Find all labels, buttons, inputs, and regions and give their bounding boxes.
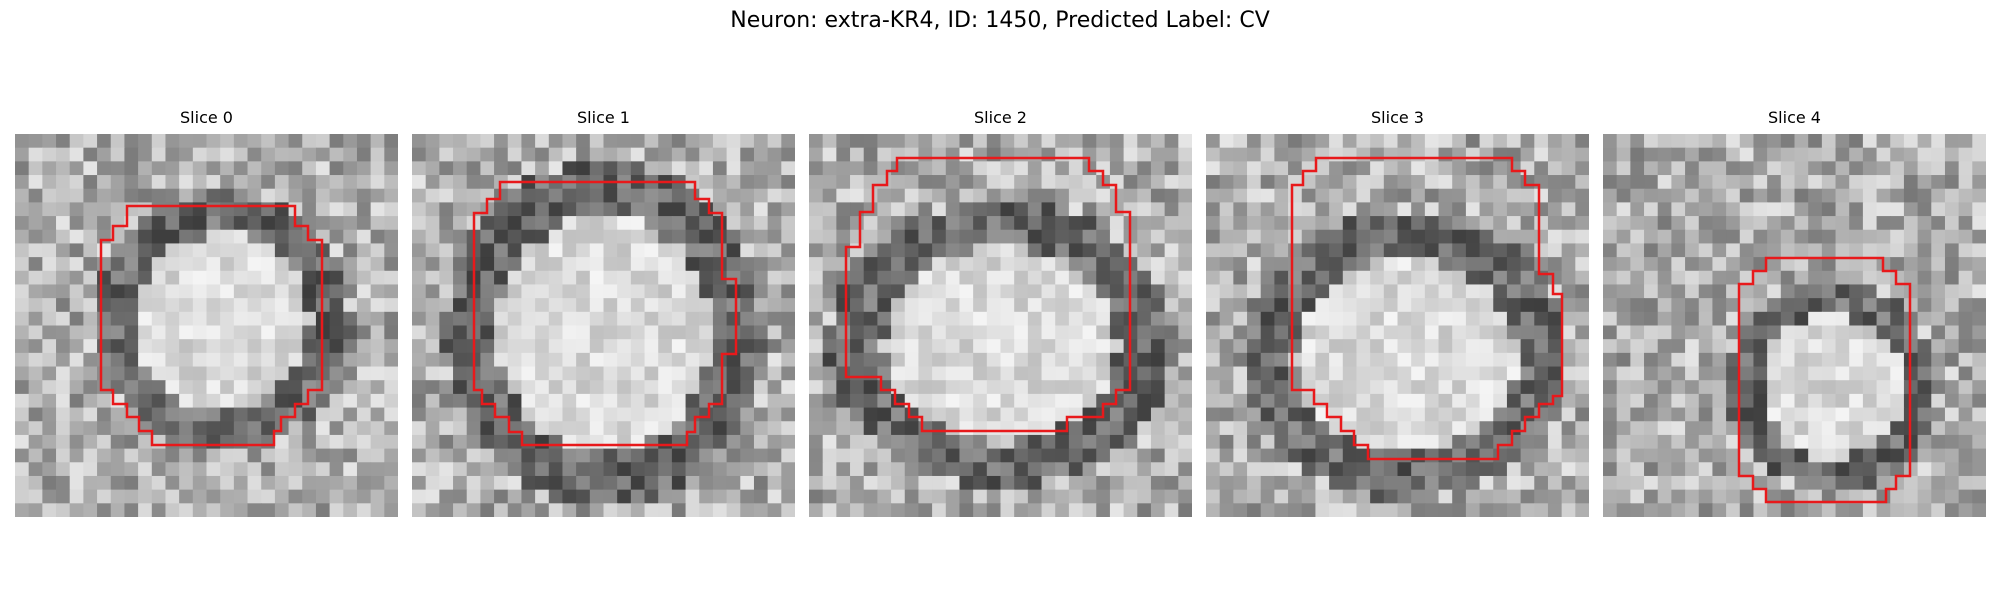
- grayscale-pixels: [412, 134, 795, 517]
- slice-image: [15, 134, 398, 517]
- grayscale-pixels: [809, 134, 1192, 517]
- segmentation-contour: [1737, 256, 1912, 504]
- slice-title: Slice 4: [1768, 108, 1821, 127]
- slice-image: [412, 134, 795, 517]
- segmentation-contour: [1290, 156, 1564, 461]
- slice-title: Slice 2: [974, 108, 1027, 127]
- slice-panel-2: Slice 2: [809, 108, 1192, 528]
- figure-title: Neuron: extra-KR4, ID: 1450, Predicted L…: [730, 8, 1270, 33]
- segmentation-contour: [99, 204, 324, 447]
- slice-image: [809, 134, 1192, 517]
- slice-panel-0: Slice 0: [15, 108, 398, 528]
- slice-title: Slice 3: [1371, 108, 1424, 127]
- slice-panel-1: Slice 1: [412, 108, 795, 528]
- slice-title: Slice 0: [180, 108, 233, 127]
- grayscale-pixels: [15, 134, 398, 517]
- slice-panel-4: Slice 4: [1603, 108, 1986, 528]
- grayscale-pixels: [1603, 134, 1986, 517]
- segmentation-contour: [844, 156, 1132, 433]
- grayscale-pixels: [1206, 134, 1589, 517]
- slice-image: [1603, 134, 1986, 517]
- segmentation-contour: [472, 180, 738, 447]
- slice-title: Slice 1: [577, 108, 630, 127]
- slice-image: [1206, 134, 1589, 517]
- slice-panel-3: Slice 3: [1206, 108, 1589, 528]
